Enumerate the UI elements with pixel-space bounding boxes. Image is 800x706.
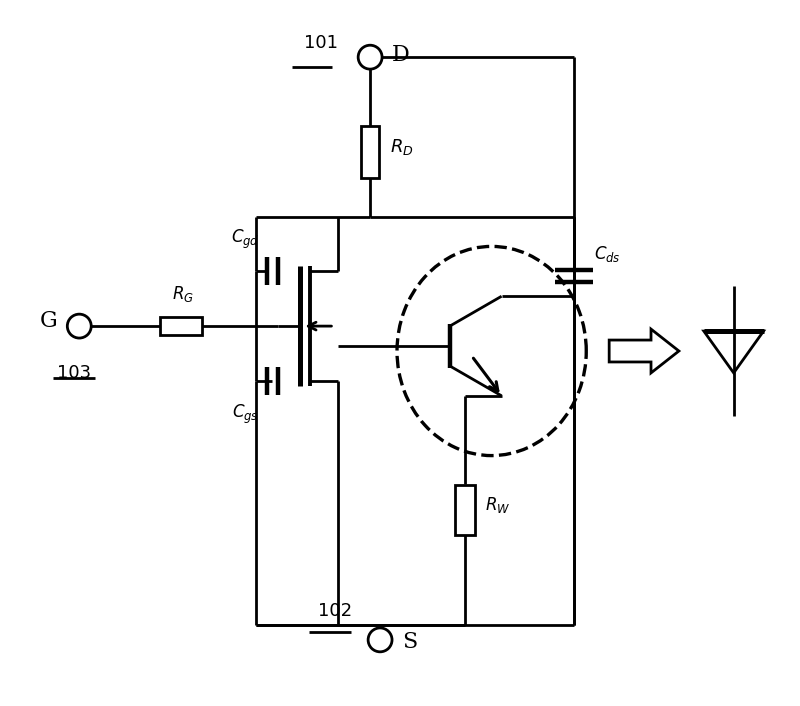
Text: S: S [402,631,418,653]
Circle shape [67,314,91,338]
Bar [160,317,202,335]
Text: $C_{gs}$: $C_{gs}$ [232,403,259,426]
Text: 103: 103 [58,364,91,382]
Text: G: G [40,310,58,332]
Text: D: D [392,44,410,66]
Text: $R_G$: $R_G$ [172,285,194,304]
FancyArrow shape [609,329,679,373]
Circle shape [368,628,392,652]
Text: 102: 102 [318,602,352,620]
Text: $C_{ds}$: $C_{ds}$ [594,244,621,264]
Text: 101: 101 [304,34,338,52]
Text: $C_{gd}$: $C_{gd}$ [231,228,260,251]
Circle shape [358,45,382,69]
Bar [454,486,474,535]
Text: $R_D$: $R_D$ [390,137,414,157]
Bar [361,126,379,178]
Text: $R_W$: $R_W$ [485,496,510,515]
